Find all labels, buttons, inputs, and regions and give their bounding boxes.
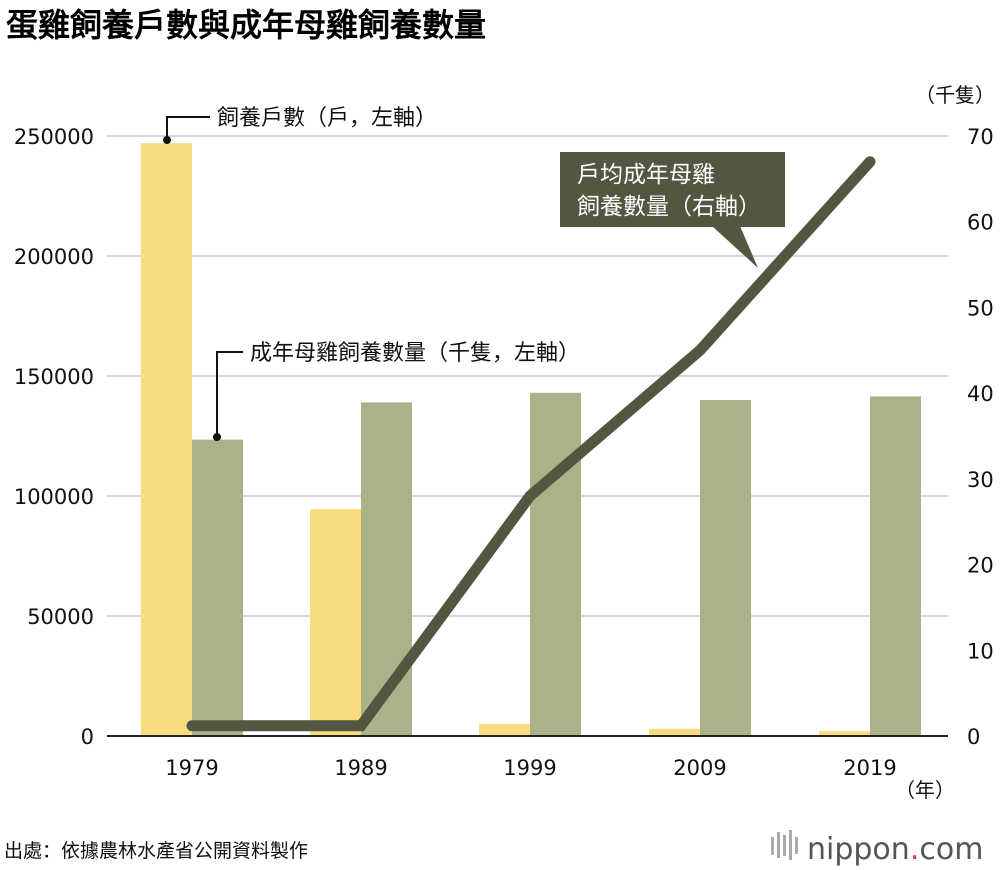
average-callout-pointer (712, 226, 758, 268)
hens-bar-1989 (361, 402, 412, 736)
x-tick-1999: 1999 (503, 756, 556, 780)
right-tick-30: 30 (967, 468, 994, 492)
right-tick-10: 10 (967, 639, 994, 663)
axes: 0 50000 100000 150000 200000 250000 0 10 20 30 40 5… (14, 125, 994, 780)
left-tick-200000: 200000 (14, 245, 94, 269)
right-tick-60: 60 (967, 211, 994, 235)
right-tick-70: 70 (967, 125, 994, 149)
left-tick-50000: 50000 (27, 605, 94, 629)
right-tick-0: 0 (967, 725, 980, 749)
right-tick-50: 50 (967, 296, 994, 320)
source-note: 出處：依據農林水產省公開資料製作 (4, 840, 308, 862)
households-bar-1999 (479, 724, 530, 736)
hens-bar-2009 (700, 400, 751, 736)
average-callout: 戶均成年母雞 飼養數量（右軸） (560, 152, 785, 268)
households-bar-1979 (141, 143, 192, 736)
households-annotation-label: 飼養戶數（戶，左軸） (217, 106, 437, 131)
x-tick-1989: 1989 (334, 756, 387, 780)
nippon-logo-bars-icon (771, 830, 798, 860)
left-tick-0: 0 (81, 725, 94, 749)
bars (141, 143, 921, 736)
average-callout-box (560, 152, 785, 227)
right-tick-20: 20 (967, 554, 994, 578)
left-tick-250000: 250000 (14, 125, 94, 149)
right-tick-40: 40 (967, 382, 994, 406)
hens-annotation-leader (216, 351, 243, 437)
hens-annotation: 成年母雞飼養數量（千隻，左軸） (213, 341, 580, 441)
hens-bar-1999 (530, 392, 581, 736)
left-tick-150000: 150000 (14, 365, 94, 389)
households-bar-2009 (649, 728, 700, 736)
hens-bar-1979 (192, 439, 243, 736)
x-tick-1979: 1979 (165, 756, 218, 780)
chart-title: 蛋雞飼養戶數與成年母雞飼養數量 (6, 6, 486, 44)
average-line (186, 156, 876, 732)
x-axis-unit: （年） (895, 778, 955, 802)
nippon-logo-text: nippon.com (807, 832, 983, 867)
x-tick-2009: 2009 (673, 756, 726, 780)
hens-annotation-label: 成年母雞飼養數量（千隻，左軸） (250, 341, 580, 366)
left-tick-100000: 100000 (14, 485, 94, 509)
x-tick-2019: 2019 (843, 756, 896, 780)
households-bar-2019 (819, 731, 870, 736)
households-annotation: 飼養戶數（戶，左軸） (163, 106, 437, 144)
households-bar-1989 (310, 509, 361, 736)
average-callout-line1: 戶均成年母雞 (577, 162, 715, 188)
households-annotation-leader (166, 116, 210, 140)
grid-lines (107, 135, 948, 617)
average-callout-line2: 飼養數量（右軸） (577, 194, 761, 220)
nippon-logo: nippon.com (771, 830, 983, 867)
right-axis-unit: （千隻） (915, 83, 995, 107)
hens-bar-2019 (870, 396, 921, 736)
